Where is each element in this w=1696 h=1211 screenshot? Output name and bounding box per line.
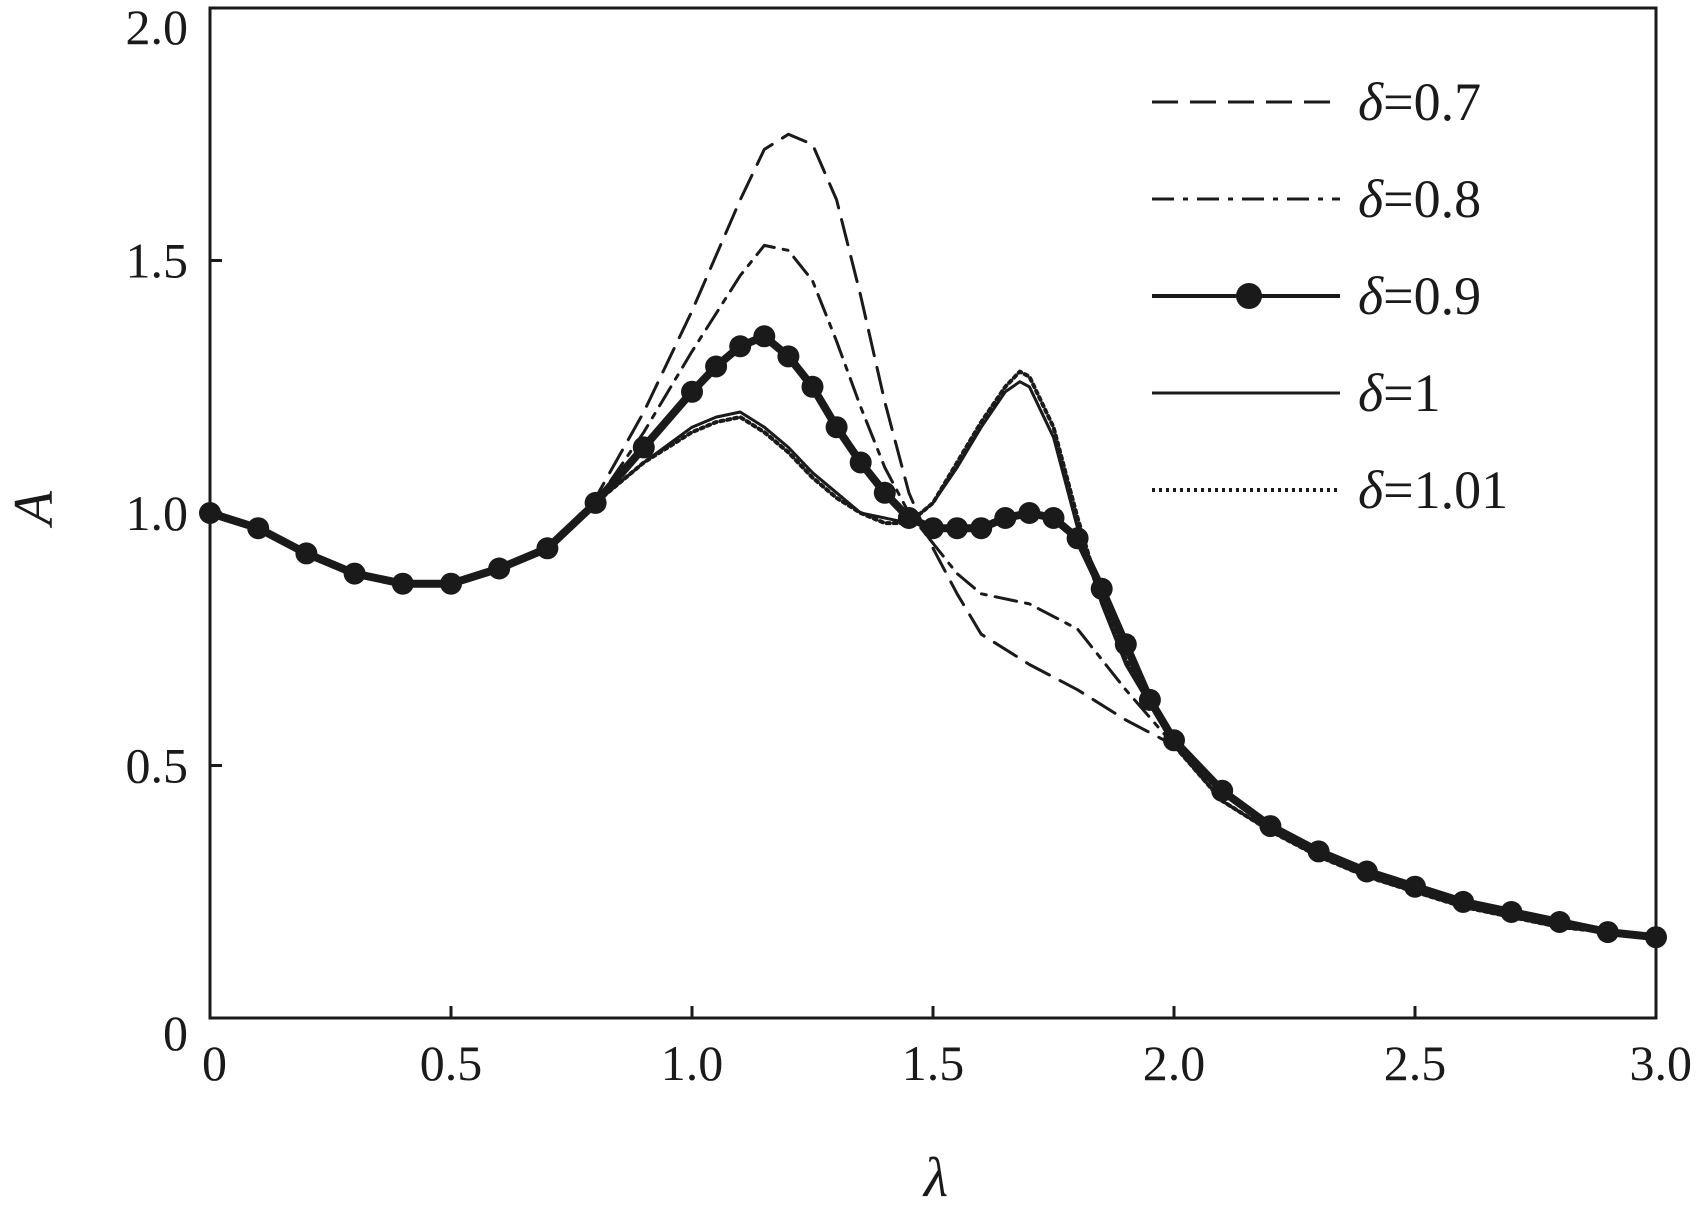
legend-item: δ=0.8 xyxy=(1152,169,1481,229)
x-tick-label: 3.0 xyxy=(1630,1035,1693,1091)
x-tick-label: 0.5 xyxy=(420,1035,483,1091)
series-0-line xyxy=(208,132,1658,939)
y-tick-label: 1.0 xyxy=(126,485,189,541)
series-4-group xyxy=(208,369,1658,940)
legend: δ=0.7 δ=0.8 δ=0.9 δ=1 δ=1.01 xyxy=(1152,72,1508,520)
legend-item: δ=1 xyxy=(1152,363,1441,423)
series-0-group xyxy=(208,132,1658,939)
x-tick-label: 2.5 xyxy=(1384,1035,1447,1091)
series-2-point xyxy=(705,355,728,378)
legend-item: δ=0.7 xyxy=(1152,72,1481,132)
series-2-point xyxy=(1042,507,1065,529)
series-2-point xyxy=(1259,815,1282,838)
legend-label: δ=0.8 xyxy=(1358,169,1481,229)
series-2-point xyxy=(729,335,752,358)
y-axis-ticks: 0 0.5 1.0 1.5 2.0 xyxy=(126,0,222,1061)
y-tick-label: 2.0 xyxy=(126,0,189,55)
legend-label: δ=0.9 xyxy=(1358,266,1481,326)
series-2-point xyxy=(777,345,800,368)
x-tick-label: 2.0 xyxy=(1143,1035,1206,1091)
series-2-point xyxy=(801,375,824,398)
series-2-point xyxy=(849,451,872,474)
y-axis-title: A xyxy=(3,490,65,529)
series-2-point xyxy=(632,436,655,459)
series-2-point xyxy=(922,517,944,540)
series-2-point xyxy=(873,481,896,504)
y-tick-label: 1.5 xyxy=(126,233,189,289)
series-2-point xyxy=(1018,502,1041,524)
x-axis-ticks: 0 0.5 1.0 1.5 2.0 2.5 3.0 xyxy=(202,1006,1692,1091)
series-2-point xyxy=(1307,840,1330,863)
x-tick-label: 0 xyxy=(202,1035,227,1091)
series-1-group xyxy=(208,243,1658,939)
series-2-point xyxy=(825,416,848,439)
series-4-line xyxy=(208,369,1658,940)
series-2-point xyxy=(970,517,993,540)
series-2-point xyxy=(946,517,969,540)
x-tick-label: 1.0 xyxy=(661,1035,724,1091)
legend-item: δ=0.9 xyxy=(1152,266,1481,326)
series-2-point xyxy=(681,380,703,403)
y-tick-label: 0.5 xyxy=(126,738,189,794)
legend-label: δ=0.7 xyxy=(1358,72,1481,132)
series-2-line xyxy=(206,332,1660,942)
legend-label: δ=1.01 xyxy=(1358,460,1508,520)
legend-label: δ=1 xyxy=(1358,363,1441,423)
x-axis-title: λ xyxy=(922,1147,948,1209)
y-tick-label: 0 xyxy=(163,1005,188,1061)
x-tick-label: 1.5 xyxy=(902,1035,965,1091)
series-2-point xyxy=(753,325,776,348)
series-2-point xyxy=(994,507,1017,529)
series-layer xyxy=(199,132,1667,949)
legend-marker xyxy=(1236,283,1262,309)
series-2-group xyxy=(199,325,1667,949)
series-1-line xyxy=(208,243,1658,939)
legend-item: δ=1.01 xyxy=(1152,460,1508,520)
